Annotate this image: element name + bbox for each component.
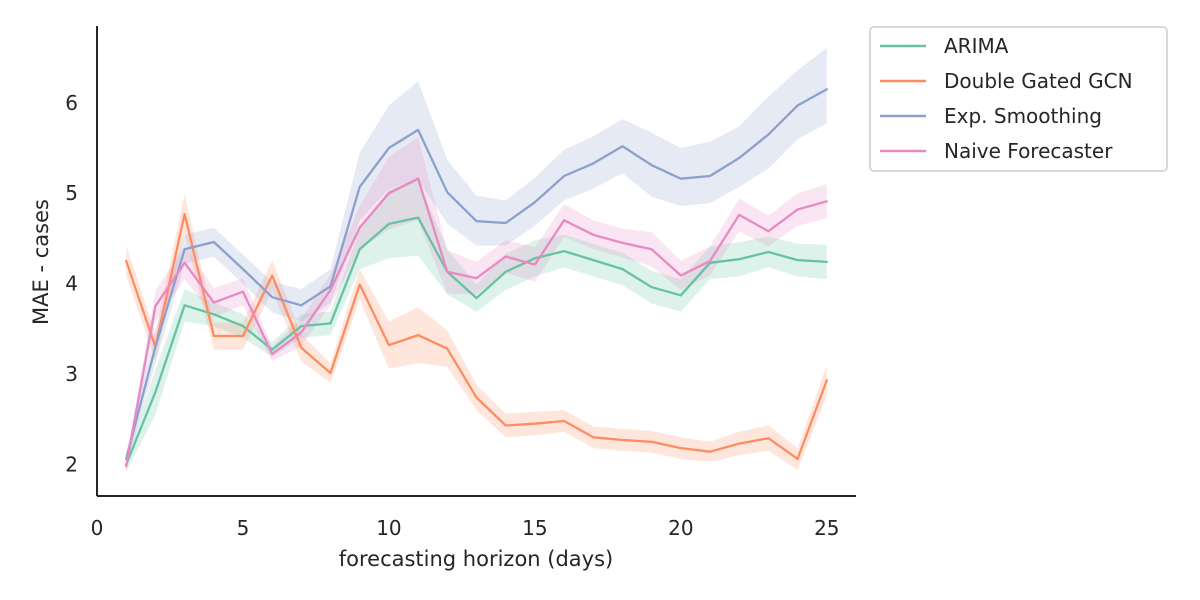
x-tick-label: 0 [91, 516, 104, 540]
legend-label: ARIMA [944, 34, 1009, 58]
line-exp-smoothing [125, 88, 828, 461]
x-tick-label: 5 [237, 516, 250, 540]
y-tick-label: 4 [65, 272, 78, 296]
legend: ARIMA Double Gated GCN Exp. Smoothing Naive… [869, 26, 1168, 172]
y-tick-labels: 2 3 4 5 6 [65, 91, 78, 477]
line-naive-forecaster [125, 177, 828, 468]
legend-label: Exp. Smoothing [944, 104, 1102, 128]
line-double-gated-gcn [125, 212, 828, 461]
x-tick-label: 15 [522, 516, 547, 540]
legend-label: Naive Forecaster [944, 139, 1113, 163]
plot-area [125, 47, 828, 474]
y-tick-label: 2 [65, 452, 78, 476]
band-double-gated-gcn [126, 194, 827, 470]
axes: 0 5 10 15 20 25 2 3 4 5 6 [65, 26, 856, 540]
y-axis-label: MAE - cases [29, 199, 53, 325]
legend-frame [869, 26, 1168, 172]
confidence-bands [126, 47, 827, 474]
y-tick-label: 6 [65, 91, 78, 115]
line-arima [125, 216, 828, 466]
y-tick-label: 5 [65, 181, 78, 205]
band-exp-smoothing [126, 47, 827, 467]
x-tick-label: 20 [668, 516, 693, 540]
legend-label: Double Gated GCN [944, 69, 1133, 93]
series-lines [125, 88, 828, 468]
legend-items: ARIMA Double Gated GCN Exp. Smoothing Naive… [880, 34, 1133, 163]
x-tick-label: 10 [376, 516, 401, 540]
x-tick-label: 25 [814, 516, 839, 540]
x-axis-label: forecasting horizon (days) [339, 547, 614, 571]
x-tick-labels: 0 5 10 15 20 25 [91, 516, 840, 540]
y-tick-label: 3 [65, 362, 78, 386]
